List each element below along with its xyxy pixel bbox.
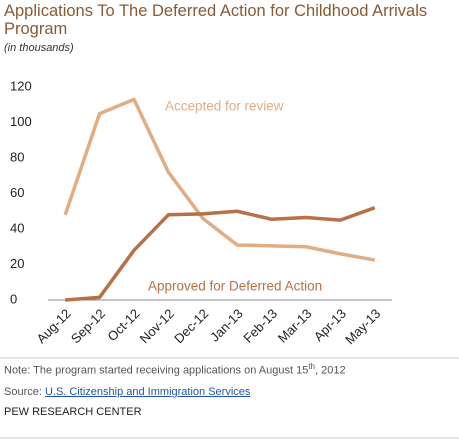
footer: PEW RESEARCH CENTER [4, 406, 142, 418]
x-tick-label: Nov-12 [137, 306, 177, 346]
x-tick-label: Dec-12 [171, 306, 211, 346]
note-text: , 2012 [314, 364, 346, 377]
y-tick-label: 120 [10, 78, 32, 93]
x-tick-label: Jan-13 [207, 306, 246, 345]
y-tick-label: 40 [10, 220, 24, 235]
y-tick-label: 60 [10, 185, 24, 200]
note-text: Note: The program started receiving appl… [4, 364, 309, 377]
y-tick-label: 20 [10, 256, 24, 271]
source: Source: U.S. Citizenship and Immigration… [4, 386, 250, 398]
note-sup: th [308, 362, 315, 371]
y-tick-label: 0 [10, 291, 17, 306]
source-link[interactable]: U.S. Citizenship and Immigration Service… [44, 386, 251, 398]
x-tick-label: Oct-12 [104, 306, 142, 344]
line [63, 97, 376, 262]
x-tick-label: Feb-13 [240, 306, 280, 346]
y-tick-label: 100 [10, 114, 32, 129]
series-label: Accepted for review [165, 99, 284, 114]
chart-subtitle: (in thousands) [4, 42, 74, 54]
line [65, 206, 376, 302]
x-tick-label: Aug-12 [34, 306, 74, 346]
chart-title: Applications To The Deferred Action for … [4, 2, 428, 38]
x-tick-label: May-13 [342, 306, 383, 347]
note: Note: The program started receiving appl… [4, 362, 346, 377]
x-tick-label: Sep-12 [68, 306, 108, 346]
y-tick-label: 80 [10, 149, 24, 164]
x-tick-label: Mar-13 [275, 306, 315, 346]
source-label: Source: [4, 386, 45, 398]
series-label: Approved for Deferred Action [148, 279, 322, 294]
